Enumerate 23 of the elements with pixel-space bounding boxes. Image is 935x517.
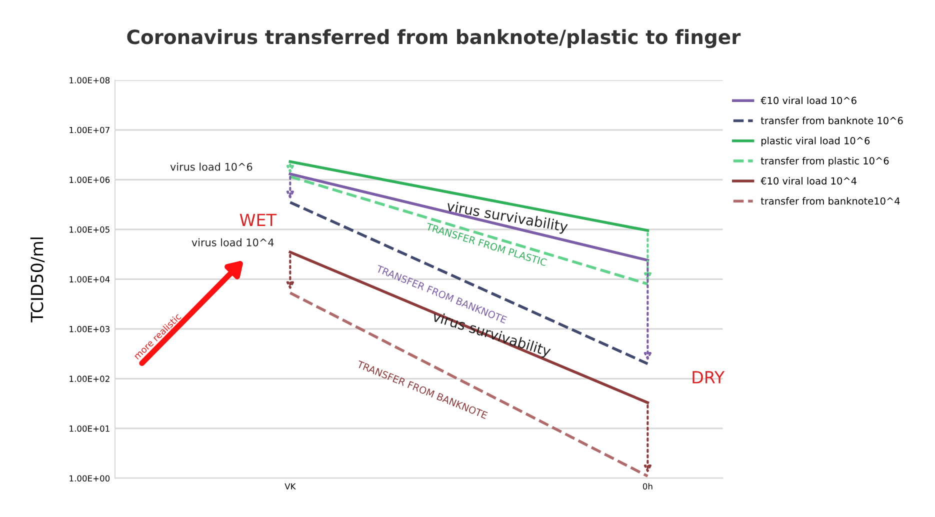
y-axis-title: TCID50/ml: [30, 238, 45, 322]
annotation: virus load 10^4: [192, 238, 274, 246]
y-tick-label: 1.00E+00: [70, 475, 110, 482]
y-tick-label: 1.00E+01: [70, 425, 110, 432]
y-tick-label: 1.00E+05: [70, 226, 110, 233]
annotation: DRY: [692, 371, 725, 384]
legend-label: transfer from banknote 10^6: [760, 116, 903, 124]
annotation: virus load 10^6: [170, 162, 252, 171]
y-tick-label: 1.00E+04: [70, 276, 110, 282]
x-tick-label: VK: [284, 483, 296, 490]
legend-label: transfer from plastic 10^6: [760, 156, 889, 166]
legend-label: €10 viral load 10^6: [760, 96, 856, 104]
x-tick-label: 0h: [642, 483, 652, 490]
y-tick-label: 1.00E+03: [70, 326, 110, 332]
y-tick-label: 1.00E+08: [70, 77, 110, 84]
y-tick-label: 1.00E+06: [70, 176, 110, 183]
chart-title: Coronavirus transferred from banknote/plastic to finger: [127, 29, 741, 48]
legend-label: transfer from banknote10^4: [760, 197, 900, 205]
y-tick-label: 1.00E+07: [70, 126, 110, 134]
y-tick-label: 1.00E+02: [70, 376, 110, 382]
legend-label: plastic viral load 10^6: [761, 136, 870, 146]
legend-label: €10 viral load 10^4: [760, 177, 856, 185]
annotation: WET: [240, 214, 276, 226]
